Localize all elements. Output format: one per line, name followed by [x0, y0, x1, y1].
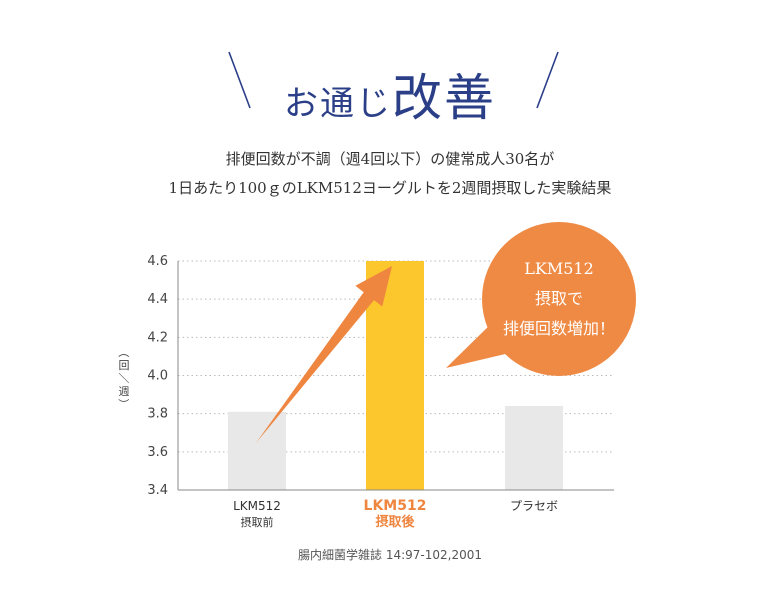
y-tick-label: 3.8 [147, 407, 168, 422]
heading-decoration [228, 51, 559, 109]
title-prefix: お通じ [284, 84, 392, 124]
bar [505, 406, 563, 490]
callout-line-3: 排便回数増加！ [502, 319, 615, 338]
y-axis-label-char: 週 [119, 385, 130, 398]
x-tick-label: LKM512 [233, 499, 281, 513]
y-tick-label: 4.6 [147, 254, 168, 269]
y-tick-label: 4.2 [147, 330, 168, 345]
y-tick-label: 4.4 [147, 292, 168, 307]
callout-bubble: LKM512 摂取で 排便回数増加！ [482, 222, 636, 376]
heading: お通じ改善 [0, 28, 780, 127]
description-line-2: 1日あたり100ｇのLKM512ヨーグルトを2週間摂取した実験結果 [168, 179, 612, 197]
page-title: お通じ改善 [0, 58, 780, 130]
arrow-layer [256, 222, 636, 443]
title-main: 改善 [392, 69, 496, 127]
label-layer: 3.4 3.6 3.8 4.0 4.2 4.4 4.6 （回／週） LKM512 摂取前 LKM51… [117, 254, 558, 530]
axis-layer [177, 261, 614, 491]
x-tick-label-sub: 摂取後 [375, 514, 415, 530]
x-tick-label-sub: 摂取前 [241, 515, 274, 529]
left-slash-decoration [228, 51, 251, 109]
callout-circle [482, 222, 636, 376]
bar [228, 411, 286, 490]
y-tick-label: 4.0 [147, 369, 168, 384]
y-tick-label: 3.6 [147, 445, 168, 460]
y-axis-label-char: ／ [117, 373, 130, 384]
x-tick-label: プラセボ [510, 499, 558, 513]
y-axis-label-char: ） [117, 399, 130, 410]
right-slash-decoration [536, 51, 559, 109]
callout-line-2: 摂取で [534, 289, 583, 308]
y-axis-label-char: （ [117, 347, 130, 358]
callout-tail [446, 318, 522, 368]
description-line-1: 排便回数が不調（週4回以下）の健常成人30名が [225, 150, 555, 168]
source-footnote: 腸内細菌学雑誌 14:97-102,2001 [298, 548, 482, 562]
x-tick-label: LKM512 [364, 498, 427, 514]
y-axis-label-char: 回 [119, 359, 130, 372]
y-tick-label: 3.4 [147, 483, 168, 498]
callout-line-1: LKM512 [524, 259, 594, 278]
increase-arrow [256, 266, 392, 443]
